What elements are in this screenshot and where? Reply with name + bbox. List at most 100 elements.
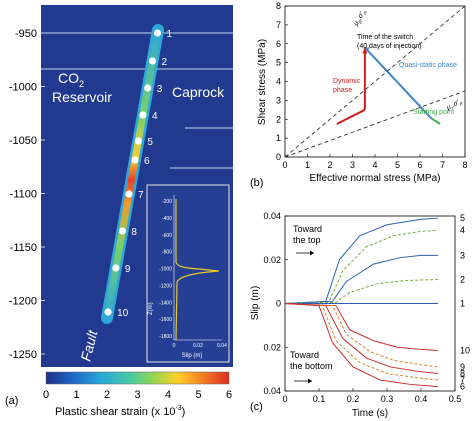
monitoring-point-label: 6: [144, 156, 150, 167]
panel-b-xlabel: Effective normal stress (MPa): [310, 173, 441, 184]
colorbar-tick-label: 1: [73, 389, 79, 401]
c-series-label: 7: [460, 375, 465, 385]
toward-top-arrowhead: [310, 250, 314, 256]
c-series-label: 6: [460, 382, 465, 392]
monitoring-point: [139, 111, 147, 119]
monitoring-point: [118, 227, 127, 235]
b-xtick-label: 5: [395, 160, 400, 170]
c-series-line: [284, 254, 438, 304]
b-ytick-label: 4: [276, 77, 281, 87]
monitoring-point: [125, 190, 133, 198]
panel-c-ylabel: Slip (m): [250, 286, 261, 320]
inset-xlabel: Slip (m): [182, 353, 203, 359]
c-xtick-label: 0.5: [449, 394, 462, 404]
monitoring-point-label: 3: [157, 84, 163, 95]
b-arrowhead: [364, 47, 370, 52]
monitoring-point: [153, 29, 162, 37]
inset-ytick-label: -1200: [159, 283, 172, 289]
c-ytick-label: 0.02: [263, 342, 281, 352]
mu-res-label: μr.σ'n: [445, 98, 464, 114]
depth-tick-label: -1000: [9, 82, 37, 94]
b-ytick-label: 3: [276, 95, 281, 105]
switch-annotation-2: (40 days of injection): [357, 43, 422, 50]
panel-b-series: [284, 5, 466, 158]
inset-ytick-label: -1800: [159, 334, 172, 340]
b-xtick-label: 1: [305, 160, 310, 170]
monitoring-point-label: 4: [152, 111, 158, 122]
inset-ytick-label: -600: [162, 233, 172, 239]
depth-tick-label: -950: [15, 28, 37, 40]
c-series-line: [284, 229, 439, 304]
panel-c-axes: 0 0.1 0.2 0.3 0.4 0.5 0.04 0.02 0 0.02 0.04: [263, 211, 461, 404]
monitoring-point: [148, 57, 157, 65]
c-ytick-label: 0: [276, 299, 281, 309]
panel-c-xlabel: Time (s): [352, 408, 388, 419]
fault-label: Fault: [77, 328, 100, 363]
colorbar-tick-label: 0: [43, 389, 49, 401]
b-xtick-label: 7: [440, 160, 445, 170]
switch-annotation: Time of the switch: [357, 34, 413, 41]
b-series-line: [336, 108, 366, 125]
b-ytick-label: 2: [276, 114, 281, 124]
monitoring-point: [131, 156, 139, 164]
monitoring-point-label: 2: [162, 57, 168, 68]
b-ytick-label: 6: [276, 39, 281, 49]
monitoring-point: [104, 308, 112, 316]
c-series-label: 3: [460, 250, 465, 260]
b-series-line: [430, 117, 441, 125]
monitoring-point-label: 1: [166, 29, 172, 40]
inset-xtick-label: 0.02: [193, 343, 203, 349]
inset-slip-profile: [175, 199, 220, 341]
starting-point-label: Starting point: [413, 109, 454, 116]
panel-a-label: (a): [5, 395, 18, 407]
c-series-line: [284, 303, 439, 368]
toward-top-label-2: the top: [293, 235, 321, 245]
dynamic-label-2: phase: [333, 87, 352, 94]
panel-b-ylabel: Shear stress (MPa): [257, 39, 268, 125]
inset-ytick-label: -800: [162, 250, 172, 256]
panel-c-series: [284, 217, 439, 388]
c-xtick-label: 0.2: [347, 394, 360, 404]
c-series-line: [284, 303, 439, 388]
toward-top-label: Toward: [293, 224, 322, 234]
b-ytick-label: 5: [276, 58, 281, 68]
colorbar-label: Plastic shear strain (x 10-3): [55, 405, 185, 418]
c-series-label: 4: [460, 225, 465, 235]
inset-xtick-label: 0.04: [217, 343, 227, 349]
b-arrowhead: [362, 47, 368, 54]
toward-bottom-arrowhead: [308, 378, 312, 384]
monitoring-point: [134, 137, 142, 145]
c-xtick-label: 0.3: [381, 394, 394, 404]
c-series-line: [284, 303, 439, 374]
depth-tick-label: -1200: [9, 296, 37, 308]
c-xtick-label: 0.1: [313, 394, 326, 404]
depth-tick-label: -1250: [9, 349, 37, 361]
monitoring-points: 1 2 3 4 5 6 7 8 9 10: [104, 29, 172, 319]
depth-tick-label: -1100: [10, 189, 37, 201]
colorbar-tick-label: 2: [104, 389, 110, 401]
b-xtick-label: 4: [372, 160, 377, 170]
b-xtick-label: 2: [327, 160, 332, 170]
panel-b: 0 1 2 3 4 5 6 7 8 0 1 2 3 4 5 6 7 8 Shear stress (MPa) Ef…: [250, 1, 468, 189]
inset-ytick-label: -1000: [159, 267, 172, 273]
colorbar-tick-label: 3: [134, 389, 140, 401]
panel-b-axes: 0 1 2 3 4 5 6 7 8 0 1 2 3 4 5 6 7 8: [276, 1, 468, 170]
b-series-line: [284, 5, 466, 158]
b-series-line: [364, 46, 432, 119]
inset-xtick-label: 0: [173, 343, 176, 349]
reservoir-label: CO2: [58, 70, 84, 89]
colorbar-ticks: 0 1 2 3 4 5 6: [43, 389, 232, 401]
c-series-label: 9: [460, 362, 465, 372]
inset-ylabel: Z(m): [148, 302, 154, 315]
c-series-line: [284, 303, 439, 381]
slip-profile-inset: -200 -400 -600 -800 -1000 -1200 -1400 -1600 -180…: [146, 184, 230, 363]
panel-c: 0 0.1 0.2 0.3 0.4 0.5 0.04 0.02 0 0.02 0.04 5 4 3 2 1 1…: [250, 211, 470, 419]
toward-bottom-label-2: the bottom: [290, 361, 333, 371]
b-xtick-label: 3: [350, 160, 355, 170]
c-series-line: [284, 303, 439, 352]
c-series-label: 5: [460, 213, 465, 223]
b-ytick-label: 0: [276, 152, 281, 162]
c-series-line: [284, 278, 439, 304]
